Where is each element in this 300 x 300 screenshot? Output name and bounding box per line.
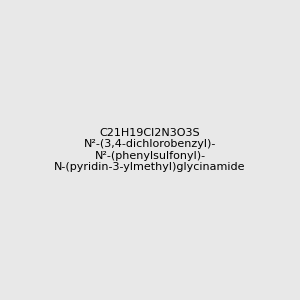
- Text: C21H19Cl2N3O3S
N²-(3,4-dichlorobenzyl)-
N²-(phenylsulfonyl)-
N-(pyridin-3-ylmeth: C21H19Cl2N3O3S N²-(3,4-dichlorobenzyl)- …: [54, 128, 246, 172]
